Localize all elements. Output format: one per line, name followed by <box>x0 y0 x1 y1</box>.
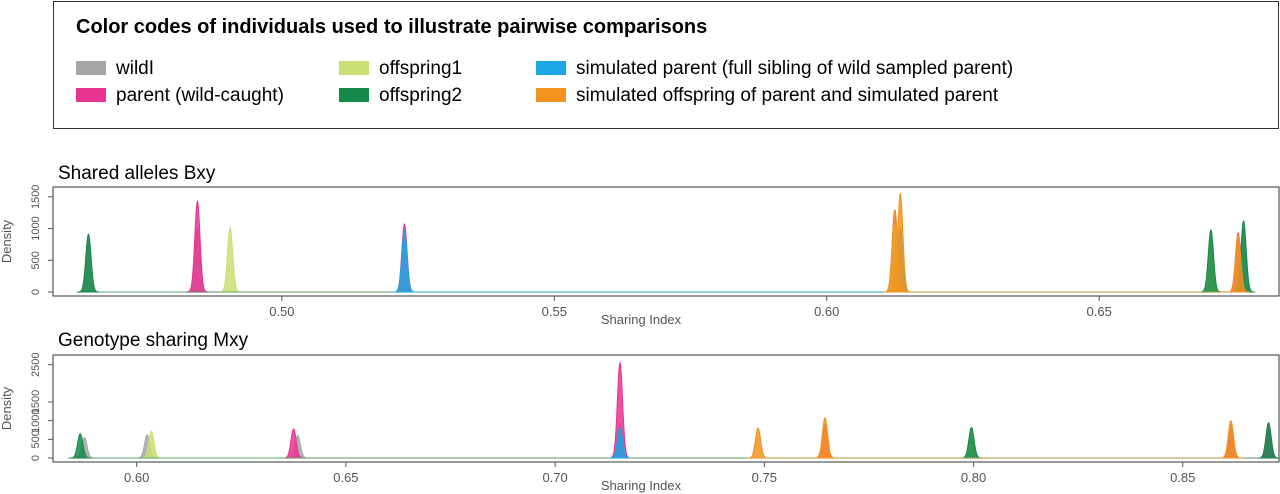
legend-item-offspring1: offspring1 <box>339 58 462 80</box>
x-tick-label: 0.70 <box>542 470 567 485</box>
x-tick-label: 0.75 <box>752 470 777 485</box>
panel1-title: Shared alleles Bxy <box>58 163 216 184</box>
y-axis-label: Density <box>0 386 14 430</box>
x-tick-label: 0.60 <box>124 470 149 485</box>
y-tick-label: 1000 <box>30 216 42 240</box>
legend-swatch-offspring2 <box>339 88 369 102</box>
density-peak <box>1257 421 1280 459</box>
density-peak <box>889 192 911 293</box>
legend-swatch-offspring1 <box>339 61 369 75</box>
legend-label: offspring1 <box>379 58 463 79</box>
density-peak <box>1199 228 1222 293</box>
x-tick-label: 0.85 <box>1170 470 1195 485</box>
x-tick-label: 0.65 <box>1087 304 1112 319</box>
density-peak <box>1227 233 1249 293</box>
legend-swatch-wildI <box>76 61 106 75</box>
y-tick-label: 0 <box>30 455 42 461</box>
density-peak <box>77 233 100 293</box>
plot-frame <box>52 186 1280 297</box>
legend-label: offspring2 <box>379 85 463 106</box>
y-tick-label: 500 <box>30 251 42 269</box>
y-tick-label: 1500 <box>30 390 42 414</box>
density-peak <box>813 416 836 459</box>
x-tick-label: 0.50 <box>269 304 294 319</box>
plot-frame <box>52 354 1280 463</box>
legend-item-wildI: wildI <box>76 58 154 80</box>
density-peak <box>186 199 209 293</box>
x-tick-label: 0.55 <box>542 304 567 319</box>
density-peak <box>609 361 631 459</box>
legend-item-simulated-parent: simulated parent (full sibling of wild s… <box>536 58 1013 80</box>
x-axis-label: Sharing Index <box>601 478 682 493</box>
legend-swatch-simulated-parent <box>536 61 566 75</box>
legend-label: simulated offspring of parent and simula… <box>576 85 999 106</box>
legend-label: wildI <box>116 58 155 79</box>
density-peak <box>746 427 769 459</box>
legend-label: parent (wild-caught) <box>116 85 284 106</box>
legend-label: simulated parent (full sibling of wild s… <box>576 58 1014 79</box>
legend-title: Color codes of individuals used to illus… <box>76 16 708 38</box>
density-peak <box>219 226 241 293</box>
density-peak <box>393 230 416 293</box>
y-tick-label: 500 <box>30 430 42 448</box>
density-peak <box>282 428 305 459</box>
legend-item-simulated-offspring: simulated offspring of parent and simula… <box>536 85 998 107</box>
panel1-chart: 0 500 1000 1500 Density 0.50 0.55 0.60 0.65 Shari… <box>0 185 1280 327</box>
legend-swatch-parent <box>76 88 106 102</box>
y-tick-label: 1000 <box>30 408 42 432</box>
y-tick-label: 1500 <box>30 185 42 209</box>
y-tick-label: 2500 <box>30 352 42 376</box>
density-peak <box>608 427 631 459</box>
legend-swatch-simulated-offspring <box>536 88 566 102</box>
legend-box: Color codes of individuals used to illus… <box>53 1 1279 129</box>
panel2-title: Genotype sharing Mxy <box>58 330 249 351</box>
x-tick-label: 0.65 <box>333 470 358 485</box>
y-axis-label: Density <box>0 219 14 263</box>
density-peak <box>1219 419 1242 459</box>
density-peak <box>960 426 983 459</box>
x-axis-label: Sharing Index <box>601 312 682 327</box>
x-tick-label: 0.80 <box>961 470 986 485</box>
legend-item-parent: parent (wild-caught) <box>76 85 284 107</box>
y-tick-label: 0 <box>30 289 42 295</box>
x-tick-label: 0.60 <box>814 304 839 319</box>
legend-item-offspring2: offspring2 <box>339 85 462 107</box>
